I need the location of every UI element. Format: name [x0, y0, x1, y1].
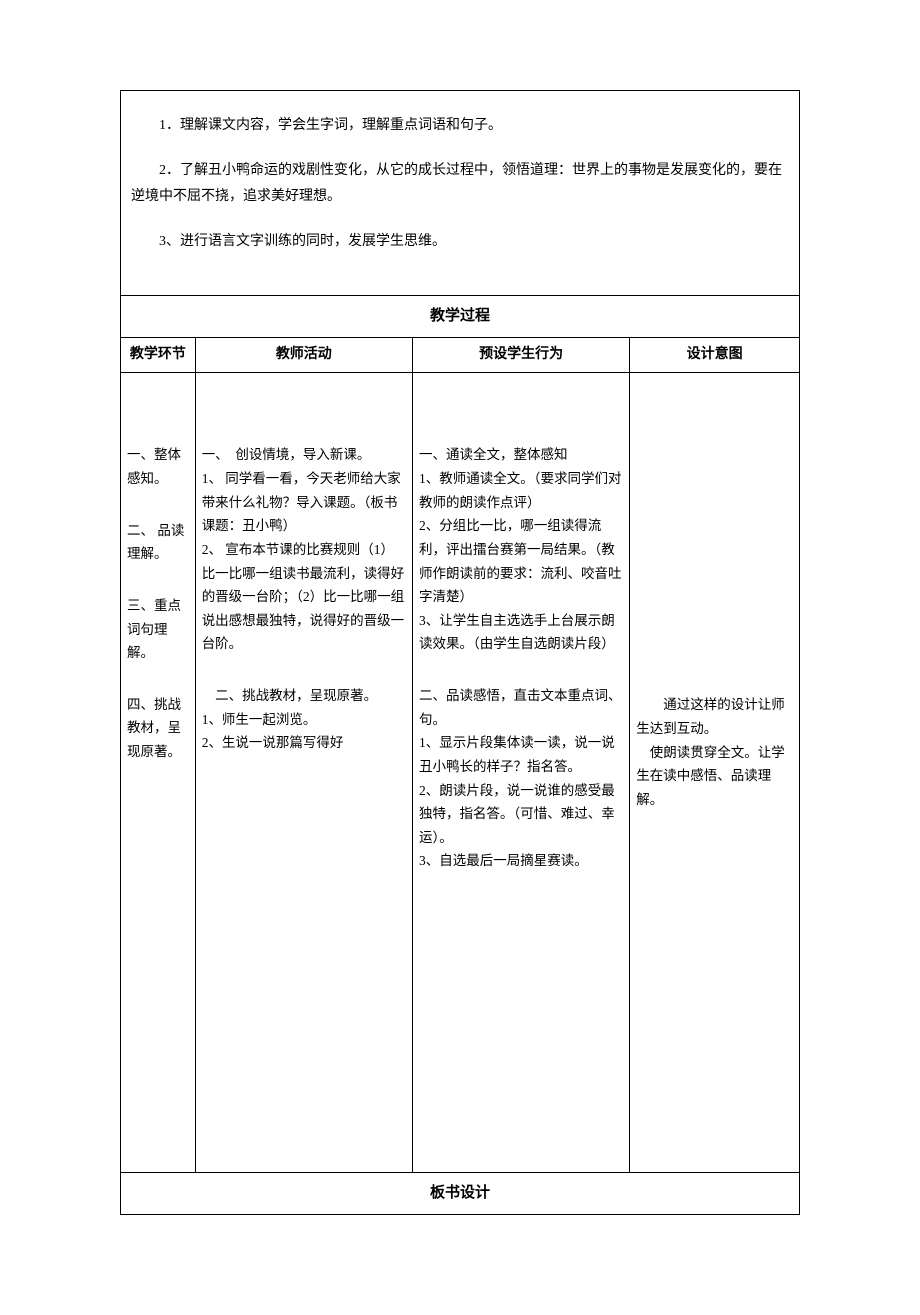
- teacher-block1-title: 一、 创设情境，导入新课。: [202, 443, 406, 467]
- student-block2-title: 二、品读感悟，直击文本重点词、句。: [419, 684, 623, 731]
- student-behavior-cell: 一、通读全文，整体感知 1、教师通读全文。（要求同学们对教师的朗读作点评） 2、…: [412, 373, 629, 1173]
- board-design-header: 板书设计: [121, 1173, 800, 1215]
- teacher-activity-cell: 一、 创设情境，导入新课。 1、 同学看一看，今天老师给大家带来什么礼物？导入课…: [195, 373, 412, 1173]
- student-block2-item3: 3、自选最后一局摘星赛读。: [419, 849, 623, 873]
- teacher-block2-title: 二、挑战教材，呈现原著。: [202, 684, 406, 708]
- teacher-block-1: 一、 创设情境，导入新课。 1、 同学看一看，今天老师给大家带来什么礼物？导入课…: [202, 443, 406, 656]
- student-block2-item1: 1、显示片段集体读一读，说一说丑小鸭长的样子？指名答。: [419, 731, 623, 778]
- teacher-block2-item1: 1、师生一起浏览。: [202, 708, 406, 732]
- column-header-teacher: 教师活动: [195, 337, 412, 373]
- teacher-block1-item2: 2、 宣布本节课的比赛规则（1）比一比哪一组读书最流利，读得好的晋级一台阶；（2…: [202, 538, 406, 656]
- intent-line1: 通过这样的设计让师生达到互动。: [636, 693, 793, 740]
- student-block1-item1: 1、教师通读全文。（要求同学们对教师的朗读作点评）: [419, 467, 623, 514]
- column-header-intent: 设计意图: [630, 337, 800, 373]
- student-block-2: 二、品读感悟，直击文本重点词、句。 1、显示片段集体读一读，说一说丑小鸭长的样子…: [419, 684, 623, 873]
- student-block1-item3: 3、让学生自主选选手上台展示朗读效果。（由学生自选朗读片段）: [419, 609, 623, 656]
- lesson-plan-table: 1．理解课文内容，学会生字词，理解重点词语和句子。 2．了解丑小鸭命运的戏剧性变…: [120, 90, 800, 1215]
- teacher-block1-item1: 1、 同学看一看，今天老师给大家带来什么礼物？导入课题。（板书课题：丑小鸭）: [202, 467, 406, 538]
- stage-3: 三、重点词句理解。: [127, 594, 189, 665]
- objectives-section: 1．理解课文内容，学会生字词，理解重点词语和句子。 2．了解丑小鸭命运的戏剧性变…: [121, 91, 800, 296]
- design-intent-cell: 通过这样的设计让师生达到互动。 使朗读贯穿全文。让学生在读中感悟、品读理解。: [630, 373, 800, 1173]
- stages-cell: 一、整体感知。 二、 品读理解。 三、重点词句理解。 四、挑战教材，呈现原著。: [121, 373, 196, 1173]
- intent-line2: 使朗读贯穿全文。让学生在读中感悟、品读理解。: [636, 741, 793, 812]
- teacher-block2-item2: 2、生说一说那篇写得好: [202, 731, 406, 755]
- column-header-student: 预设学生行为: [412, 337, 629, 373]
- student-block1-title: 一、通读全文，整体感知: [419, 443, 623, 467]
- stage-1: 一、整体感知。: [127, 443, 189, 490]
- column-header-stage: 教学环节: [121, 337, 196, 373]
- student-block2-item2: 2、朗读片段，说一说谁的感受最独特，指名答。（可惜、难过、幸运）。: [419, 779, 623, 850]
- teacher-block-2: 二、挑战教材，呈现原著。 1、师生一起浏览。 2、生说一说那篇写得好: [202, 684, 406, 755]
- objective-3: 3、进行语言文字训练的同时，发展学生思维。: [131, 229, 789, 256]
- student-block-1: 一、通读全文，整体感知 1、教师通读全文。（要求同学们对教师的朗读作点评） 2、…: [419, 443, 623, 656]
- objective-1: 1．理解课文内容，学会生字词，理解重点词语和句子。: [131, 113, 789, 140]
- objective-2: 2．了解丑小鸭命运的戏剧性变化，从它的成长过程中，领悟道理：世界上的事物是发展变…: [131, 158, 789, 211]
- student-block1-item2: 2、分组比一比，哪一组读得流利，评出擂台赛第一局结果。（教师作朗读前的要求：流利…: [419, 514, 623, 609]
- stage-4: 四、挑战教材，呈现原著。: [127, 693, 189, 764]
- process-header: 教学过程: [121, 296, 800, 338]
- stage-2: 二、 品读理解。: [127, 519, 189, 566]
